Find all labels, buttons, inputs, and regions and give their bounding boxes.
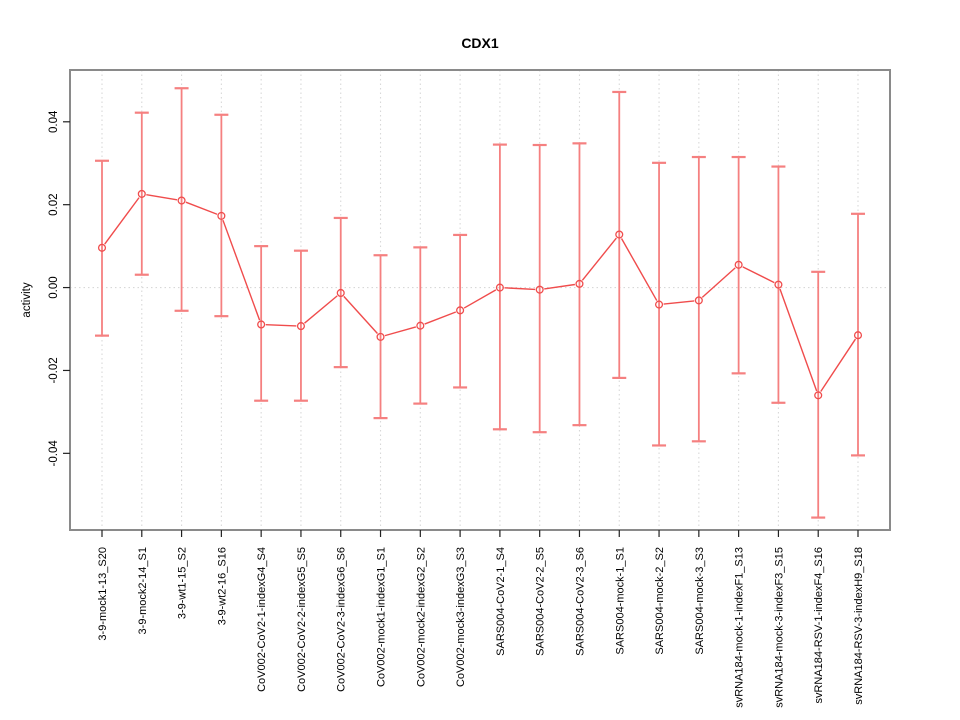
y-tick-label: 0.04 <box>48 110 60 133</box>
x-tick-label: svRNA184-RSV-1-indexF4_S16 <box>813 547 825 704</box>
x-tick-label: CoV002-CoV2-1-indexG4_S4 <box>256 547 268 692</box>
series-segment <box>820 338 857 392</box>
series-segment <box>463 289 497 309</box>
x-tick-label: svRNA184-mock-3-indexF3_S15 <box>773 547 785 708</box>
y-tick-label: 0.00 <box>48 276 60 298</box>
plot-frame <box>69 69 891 531</box>
x-tick-label: CoV002-mock1-indexG1_S1 <box>376 547 388 687</box>
data-point <box>814 391 823 400</box>
y-tick-label: -0.02 <box>48 357 60 383</box>
series-segment <box>185 201 218 215</box>
series-segment <box>104 197 140 245</box>
x-tick-label: 3-9-mock2-14_S1 <box>137 547 149 634</box>
data-point <box>177 196 186 205</box>
data-point <box>694 296 703 305</box>
data-point <box>137 189 146 198</box>
data-point <box>535 285 544 294</box>
series-segment <box>742 266 775 284</box>
data-point <box>774 280 783 289</box>
series-segment <box>544 283 576 290</box>
series-segment <box>222 219 261 321</box>
data-point <box>456 306 465 315</box>
data-point <box>336 288 345 298</box>
x-tick-label: 3-9-wt1-15_S2 <box>177 547 189 619</box>
data-point <box>655 300 664 309</box>
data-point <box>615 230 624 239</box>
series-segment <box>779 288 818 392</box>
data-point <box>575 279 584 288</box>
series-segment <box>146 193 178 201</box>
x-tick-label: SARS004-mock-1_S1 <box>614 547 626 655</box>
x-tick-label: CoV002-mock2-indexG2_S2 <box>415 547 427 687</box>
data-point <box>97 243 107 252</box>
grid-layer <box>70 70 890 530</box>
x-tick-label: SARS004-CoV2-2_S5 <box>535 547 547 656</box>
x-tick-label: svRNA184-RSV-3-indexH9_S18 <box>853 547 865 705</box>
x-tick-label: CoV002-mock3-indexG3_S3 <box>455 547 467 687</box>
series-segment <box>343 295 378 334</box>
x-tick-label: SARS004-mock-2_S2 <box>654 547 666 655</box>
series-segment <box>581 237 617 281</box>
x-tick-label: 3-9-mock1-13_S20 <box>97 547 109 641</box>
chart-title: CDX1 <box>461 35 499 51</box>
y-axis-title: activity <box>21 282 33 317</box>
series-segment <box>424 311 457 325</box>
y-tick-label: -0.04 <box>48 440 60 467</box>
data-point <box>734 260 743 269</box>
x-tick-label: 3-9-wt2-16_S16 <box>216 547 228 625</box>
data-point <box>495 283 504 292</box>
x-tick-label: svRNA184-mock-1-indexF1_S13 <box>734 547 746 708</box>
series-segment <box>504 287 536 291</box>
series-segment <box>663 300 695 305</box>
data-point <box>296 322 305 331</box>
x-tick-label: CoV002-CoV2-2-indexG5_S5 <box>296 547 308 692</box>
series-segment <box>701 267 736 298</box>
data-point <box>853 331 863 340</box>
series-layer <box>95 87 865 519</box>
data-point <box>257 320 266 329</box>
x-tick-label: SARS004-mock-3_S3 <box>694 547 706 655</box>
series-segment <box>384 326 417 337</box>
x-tick-label: SARS004-CoV2-3_S6 <box>574 547 586 656</box>
data-point <box>416 321 425 330</box>
series-segment <box>265 323 297 327</box>
x-tick-label: CoV002-CoV2-3-indexG6_S6 <box>336 547 348 692</box>
series-segment <box>304 295 338 324</box>
data-point <box>217 211 226 220</box>
y-tick-label: 0.02 <box>48 193 60 215</box>
x-tick-label: SARS004-CoV2-1_S4 <box>495 547 507 656</box>
data-point <box>376 332 385 341</box>
series-segment <box>620 238 658 301</box>
axis-layer: 0.04 0.02 0.00 -0.02 -0.04 3-9-mock1-13_S20 3-… <box>48 69 891 708</box>
